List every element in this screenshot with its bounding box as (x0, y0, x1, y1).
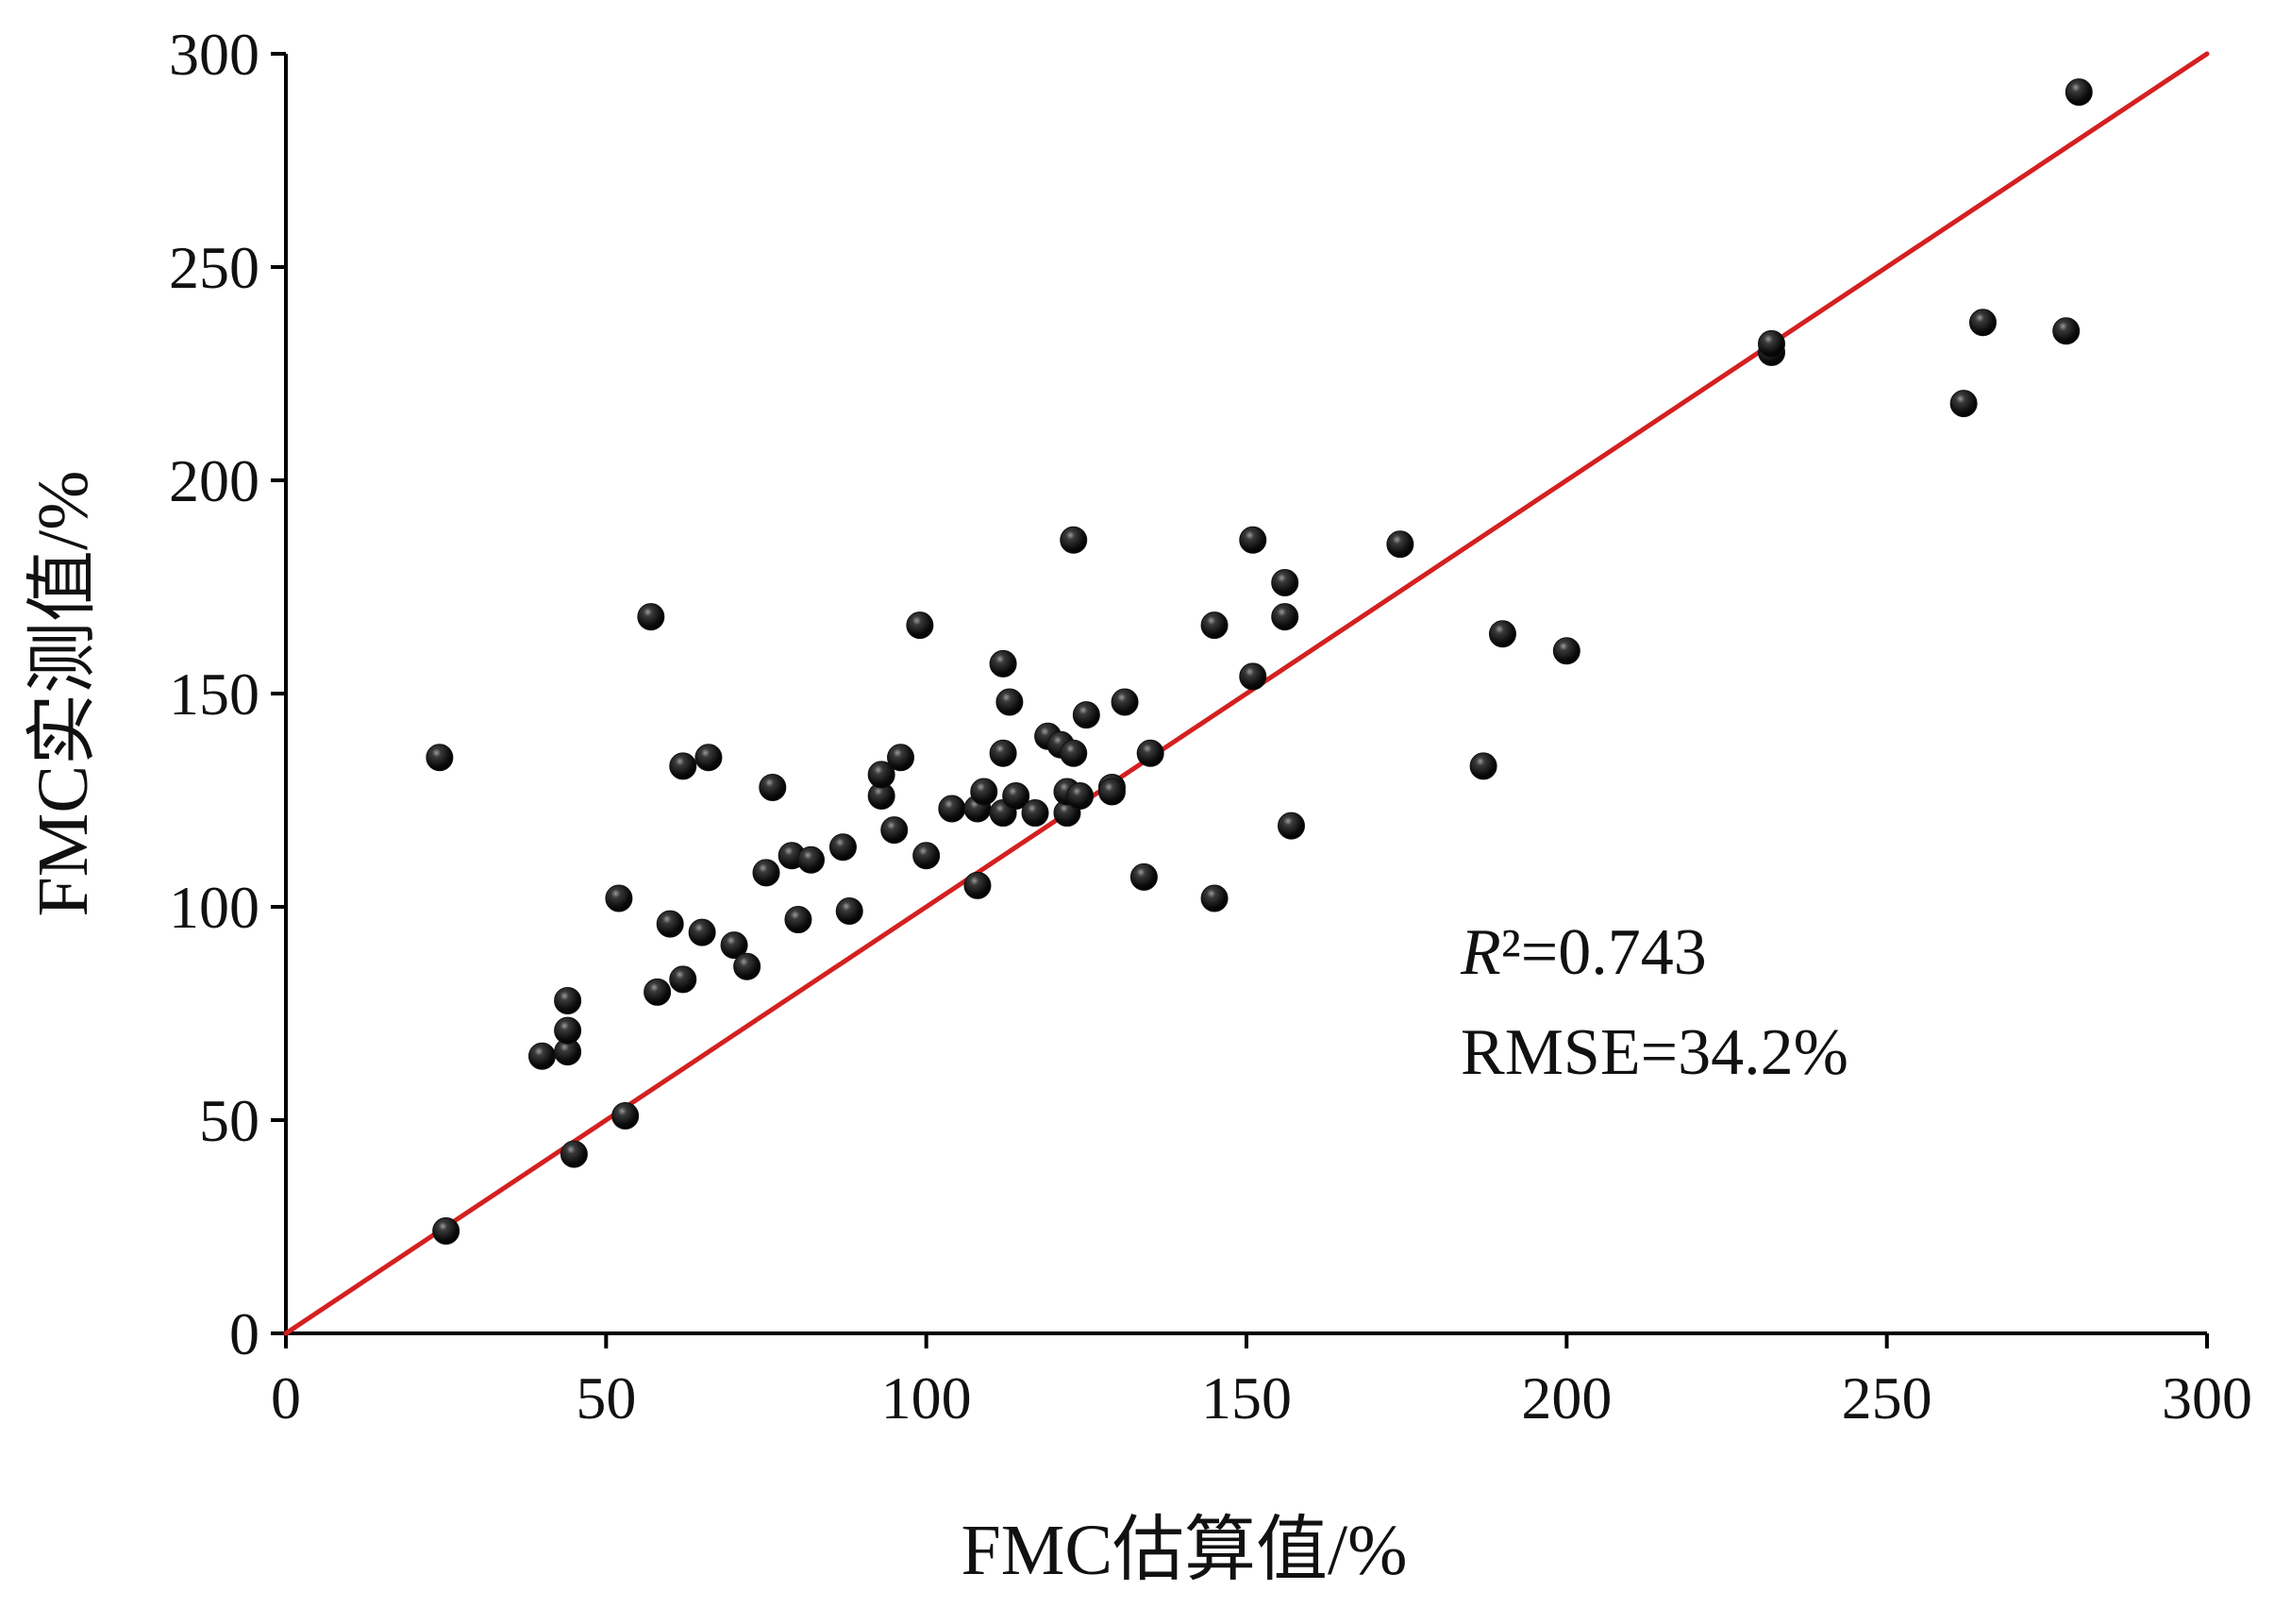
data-point (1129, 862, 1158, 891)
y-axis-title: FMC实测值/% (24, 471, 103, 917)
data-point (989, 649, 1017, 678)
x-tick-label: 300 (2162, 1364, 2252, 1431)
x-axis-ticks: 0 50 100 150 200 250 300 (271, 1333, 2252, 1431)
data-point (527, 1042, 556, 1070)
data-point (688, 918, 716, 946)
data-point (2065, 78, 2093, 107)
data-point (828, 833, 857, 862)
data-point (752, 859, 780, 887)
data-point (1239, 526, 1267, 554)
r-squared-value: ²=0.743 (1501, 916, 1707, 989)
data-point (720, 931, 748, 960)
data-point (644, 978, 672, 1006)
data-point (1097, 778, 1126, 806)
data-point (1021, 799, 1049, 828)
data-point (1949, 390, 1978, 418)
data-point (1200, 884, 1229, 912)
data-point (1239, 662, 1267, 691)
data-point (1111, 688, 1139, 716)
y-tick-label: 300 (169, 21, 259, 88)
data-point (1386, 530, 1414, 559)
r-symbol: R (1460, 916, 1501, 989)
data-point (554, 986, 582, 1014)
fit-line (283, 51, 2210, 1336)
data-point (656, 910, 684, 938)
plot-area: 0 50 100 150 200 250 300 0 50 100 150 200 250 300 (169, 21, 2252, 1431)
y-tick-label: 50 (199, 1087, 259, 1154)
data-points (426, 78, 2093, 1246)
data-point (1060, 526, 1088, 554)
data-point (784, 906, 812, 934)
data-point (887, 744, 915, 772)
data-point (835, 897, 863, 926)
x-axis-title: FMC估算值/% (962, 1511, 1408, 1590)
data-point (797, 845, 826, 874)
y-tick-label: 150 (169, 661, 259, 728)
x-tick-label: 50 (576, 1364, 636, 1431)
data-point (880, 816, 909, 845)
r-squared-annotation: R²=0.743 (1460, 916, 1707, 989)
data-point (989, 739, 1017, 767)
data-point (1060, 739, 1088, 767)
y-axis-ticks: 0 50 100 150 200 250 300 (169, 21, 286, 1367)
data-point (733, 952, 761, 980)
data-point (1469, 752, 1497, 780)
rmse-annotation: RMSE=34.2% (1461, 1016, 1848, 1089)
data-point (759, 773, 787, 801)
data-point (669, 965, 697, 994)
data-point (1072, 701, 1100, 729)
data-point (1271, 568, 1299, 596)
data-point (611, 1101, 640, 1130)
y-tick-label: 0 (229, 1300, 259, 1367)
data-point (554, 1016, 582, 1045)
data-point (1278, 812, 1306, 840)
x-tick-label: 150 (1201, 1364, 1292, 1431)
y-tick-label: 200 (169, 447, 259, 514)
data-point (432, 1217, 460, 1246)
x-tick-label: 0 (271, 1364, 301, 1431)
data-point (2052, 317, 2081, 345)
data-point (669, 752, 697, 780)
data-point (1271, 603, 1299, 631)
data-point (560, 1140, 588, 1168)
data-point (1136, 739, 1164, 767)
data-point (912, 842, 941, 870)
data-point (970, 778, 998, 806)
x-tick-label: 200 (1521, 1364, 1612, 1431)
data-point (1968, 309, 1997, 337)
data-point (1066, 781, 1095, 810)
data-point (1200, 611, 1229, 640)
x-tick-label: 100 (881, 1364, 972, 1431)
y-tick-label: 100 (169, 874, 259, 941)
data-point (867, 761, 895, 789)
data-point (906, 611, 934, 640)
data-point (1002, 781, 1030, 810)
data-point (963, 871, 992, 899)
data-point (1488, 620, 1516, 648)
y-tick-label: 250 (169, 234, 259, 301)
data-point (995, 688, 1024, 716)
data-point (1552, 637, 1580, 665)
x-tick-label: 250 (1842, 1364, 1932, 1431)
data-point (1758, 329, 1786, 358)
data-point (637, 603, 665, 631)
data-point (605, 884, 633, 912)
data-point (426, 744, 454, 772)
data-point (938, 795, 966, 823)
data-point (694, 744, 723, 772)
